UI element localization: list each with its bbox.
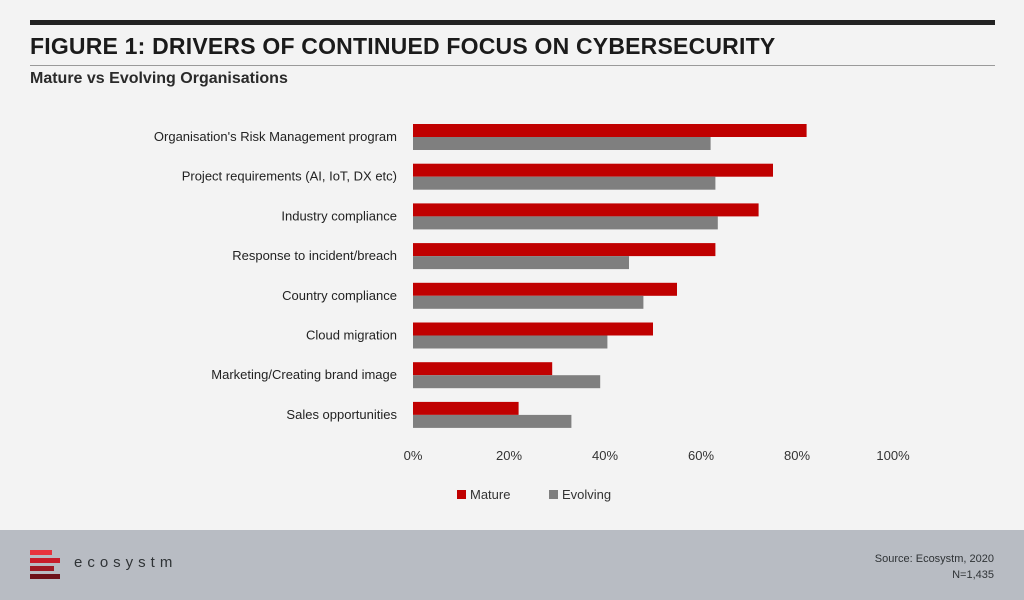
bar-evolving [413,176,716,190]
x-tick-label: 60% [688,448,714,463]
bar-mature [413,401,519,415]
bar-mature [413,243,716,257]
source-note: Source: Ecosystm, 2020 N=1,435 [875,551,994,583]
ecosystm-logo-icon [30,550,60,579]
category-label: Cloud migration [306,328,397,343]
sample-size: N=1,435 [952,569,994,581]
bar-evolving [413,256,629,270]
bar-mature [413,362,553,376]
category-label: Sales opportunities [286,407,397,422]
x-tick-label: 100% [876,448,910,463]
category-label: Response to incident/breach [232,248,397,263]
x-tick-label: 0% [404,448,423,463]
category-label: Industry compliance [281,208,397,223]
legend-swatch-mature [457,490,466,499]
bar-evolving [413,414,572,428]
chart-title: FIGURE 1: DRIVERS OF CONTINUED FOCUS ON … [30,33,776,59]
bar-chart: Organisation's Risk Management program Pr… [154,124,910,502]
bar-evolving [413,375,601,389]
category-label: Country compliance [282,288,397,303]
category-label: Marketing/Creating brand image [211,367,397,382]
bar-evolving [413,216,718,230]
bar-evolving [413,137,711,150]
x-tick-label: 20% [496,448,522,463]
chart-subtitle: Mature vs Evolving Organisations [30,70,288,87]
title-rule [30,65,995,66]
top-rule [30,20,995,25]
category-label: Organisation's Risk Management program [154,129,397,144]
footer: ecosystm Source: Ecosystm, 2020 N=1,435 [0,530,1024,600]
legend-label-mature: Mature [470,487,510,502]
bar-evolving [413,295,644,309]
bar-mature [413,282,677,296]
source-text: Source: Ecosystm, 2020 [874,553,994,565]
logo-text: ecosystm [74,554,178,571]
bar-mature [413,322,653,336]
bar-evolving [413,335,608,349]
x-tick-label: 80% [784,448,810,463]
bar-mature [413,163,773,177]
bar-mature [413,124,807,137]
x-tick-label: 40% [592,448,618,463]
bar-mature [413,203,759,217]
legend-label-evolving: Evolving [562,487,611,502]
legend-swatch-evolving [549,490,558,499]
category-label: Project requirements (AI, IoT, DX etc) [182,169,397,184]
